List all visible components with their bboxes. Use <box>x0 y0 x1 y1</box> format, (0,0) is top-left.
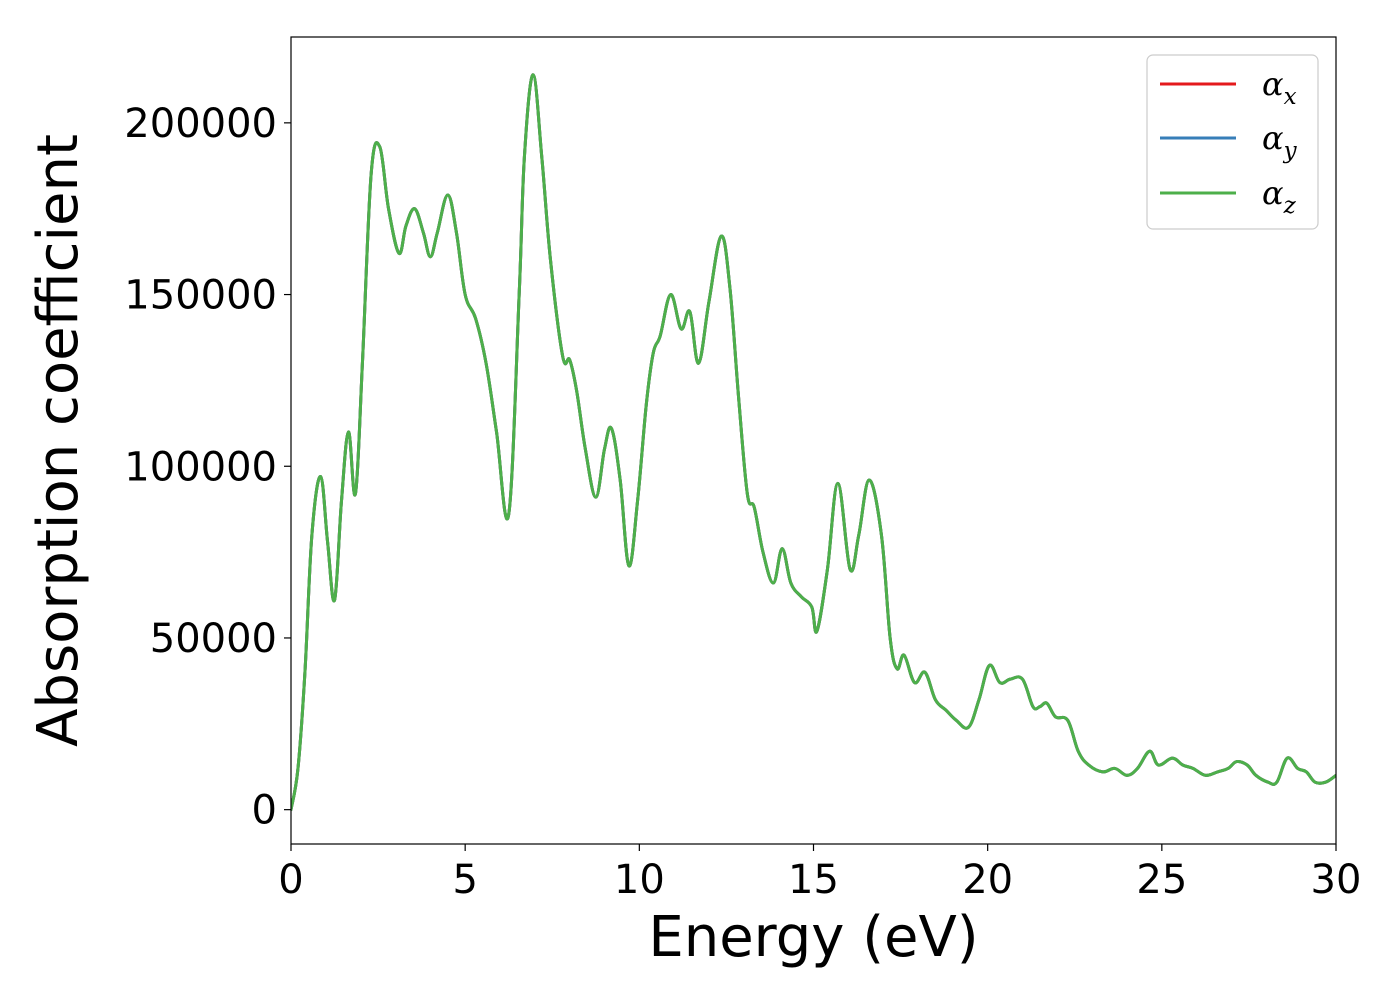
series-line-alpha-z <box>291 73 1336 812</box>
y-tick-label: 0 <box>252 788 277 834</box>
y-tick-label: 50000 <box>150 616 277 662</box>
y-tick-label: 100000 <box>124 444 277 490</box>
x-tick-label: 5 <box>452 857 477 903</box>
legend: αx αy αz <box>1146 54 1319 230</box>
x-tick-label: 30 <box>1311 857 1362 903</box>
plot-lines <box>291 73 1336 812</box>
x-tick-label: 20 <box>962 857 1013 903</box>
x-axis-ticks: 0 5 10 15 20 25 30 <box>278 844 1361 903</box>
legend-label-alpha-y: αy <box>1262 119 1298 164</box>
y-axis-ticks: 0 50000 100000 150000 200000 <box>124 101 291 834</box>
x-tick-label: 10 <box>614 857 665 903</box>
y-axis-title: Absorption coefficient <box>26 134 91 747</box>
x-axis-title: Energy (eV) <box>648 905 978 970</box>
legend-label-alpha-x: αx <box>1262 65 1297 110</box>
legend-label-alpha-z: αz <box>1262 174 1297 219</box>
legend-box <box>1146 54 1319 230</box>
x-tick-label: 25 <box>1136 857 1187 903</box>
x-tick-label: 0 <box>278 857 303 903</box>
y-tick-label: 200000 <box>124 101 277 147</box>
x-tick-label: 15 <box>788 857 839 903</box>
y-tick-label: 150000 <box>124 273 277 319</box>
